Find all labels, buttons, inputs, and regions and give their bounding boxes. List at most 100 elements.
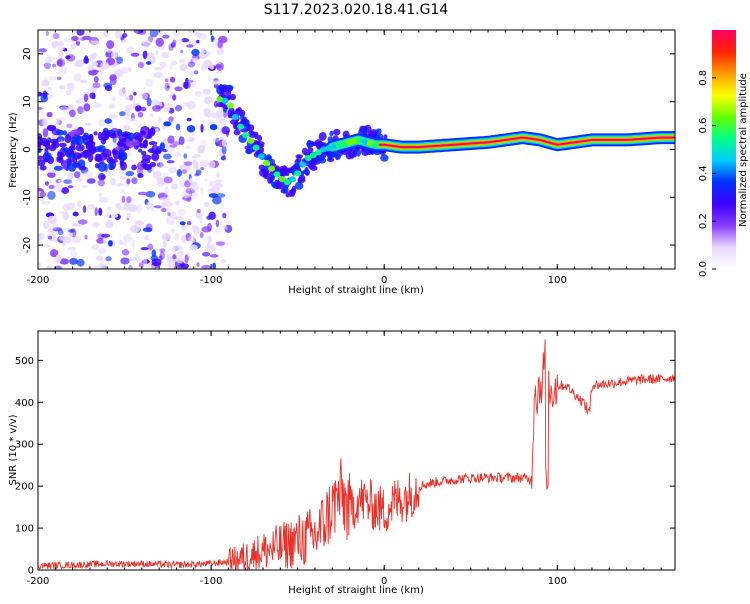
- spectrogram-noise-blob: [207, 188, 215, 193]
- spectrogram-ridge-halo: [290, 188, 296, 197]
- spectrogram-noise-blob: [63, 179, 72, 185]
- spectrogram-noise-blob: [181, 169, 188, 175]
- spectrogram-noise-blob: [171, 183, 179, 190]
- spectrogram-noise-blob: [125, 96, 130, 101]
- spectrogram-noise-blob: [38, 234, 43, 241]
- spectrogram-noise-blob: [59, 106, 69, 112]
- spectrogram-noise-blob: [180, 223, 186, 231]
- spectrogram-noise-blob: [136, 204, 142, 213]
- spectrogram-noise-blob: [105, 256, 112, 262]
- spectrogram-ridge-blob: [226, 102, 234, 109]
- spectrogram-noise-blob: [105, 213, 110, 218]
- spectrogram-noise-blob: [165, 216, 176, 225]
- spectrogram-noise-blob: [187, 30, 195, 34]
- spectrogram-noise-blob: [174, 216, 184, 221]
- spectrogram-noise-blob: [133, 91, 137, 96]
- spectrogram-ridge-blob: [268, 165, 276, 172]
- snr-x-tick-label: 0: [381, 576, 387, 587]
- spectrogram-noise-blob: [38, 155, 43, 160]
- spectrogram-noise-blob: [46, 111, 53, 118]
- spectrogram-noise-blob: [58, 41, 64, 46]
- spectrogram-noise-blob: [100, 67, 104, 75]
- spectrogram-noise-blob: [154, 66, 163, 71]
- spectrogram-noise-blob: [111, 95, 116, 102]
- spectrogram-noise-blob: [127, 204, 138, 213]
- spectrogram-noise-blob: [196, 39, 200, 44]
- spectrogram-noise-blob: [140, 247, 149, 251]
- spectrogram-noise-blob: [199, 160, 210, 168]
- spectrogram-noise-blob: [104, 130, 111, 139]
- spectrogram-noise-blob: [212, 196, 222, 205]
- spectrogram-noise-blob: [215, 241, 225, 246]
- spectrogram-noise-blob: [56, 129, 65, 136]
- spectrogram-noise-blob: [94, 207, 98, 217]
- spectrogram-noise-blob: [149, 30, 159, 38]
- spectrogram-noise-blob: [145, 78, 154, 88]
- spectrogram-noise-blob: [78, 166, 87, 171]
- spectrogram-noise-blob: [222, 138, 227, 148]
- spectrogram-noise-blob: [146, 97, 152, 107]
- spectrogram-noise-blob: [42, 118, 47, 126]
- spectrogram-noise-blob: [221, 145, 227, 155]
- spectrogram-noise-blob: [189, 244, 198, 251]
- spectrogram-noise-blob: [215, 64, 222, 69]
- spectrogram-noise-blob: [116, 56, 124, 64]
- spectrogram-noise-blob: [141, 40, 145, 47]
- spectrogram-noise-blob: [100, 174, 106, 180]
- spectrogram-noise-blob: [91, 69, 99, 74]
- spectrogram-noise-blob: [120, 257, 130, 265]
- spectrogram-noise-blob: [198, 33, 208, 40]
- spectrogram-noise-blob: [121, 195, 126, 203]
- spectrogram-noise-blob: [97, 131, 103, 141]
- spectrogram-noise-blob: [92, 265, 102, 269]
- spectrogram-noise-blob: [186, 70, 195, 77]
- spectrogram-ridge-halo: [233, 129, 241, 136]
- spectrogram-noise-blob: [159, 61, 167, 68]
- spectrogram-noise-blob: [209, 180, 218, 188]
- spectrogram-noise-blob: [47, 92, 54, 100]
- spectrogram-noise-blob: [179, 63, 188, 72]
- spectrogram-noise-blob: [67, 185, 74, 189]
- spectrogram-ridge-blob: [252, 144, 260, 151]
- spectrogram-noise-blob: [47, 87, 52, 91]
- spectrogram-noise-blob: [123, 124, 131, 131]
- spectrogram-noise-blob: [155, 37, 164, 47]
- spectrogram-noise-blob: [161, 233, 172, 241]
- spectrogram-noise-blob: [192, 159, 198, 165]
- spectrogram-noise-blob: [87, 66, 95, 71]
- spectrogram-noise-blob: [91, 62, 99, 67]
- colorbar-gradient: [712, 30, 736, 269]
- spectrogram-noise-blob: [178, 59, 186, 63]
- spectrogram-noise-blob: [45, 56, 53, 64]
- spectrogram-noise-blob: [206, 242, 211, 249]
- spectrogram-noise-blob: [200, 186, 204, 195]
- spectrogram-noise-blob: [55, 254, 62, 263]
- spectrogram-noise-blob: [207, 222, 212, 232]
- colorbar-tick-label: 0.8: [698, 70, 709, 86]
- spectrogram-noise-blob: [164, 78, 169, 83]
- spectrogram-noise-blob: [191, 185, 200, 191]
- spectrogram-noise-blob: [40, 94, 48, 103]
- spectrogram-noise-blob: [217, 40, 223, 49]
- spectrogram-ridge-halo: [326, 157, 335, 162]
- spectrogram-noise-blob: [206, 235, 212, 240]
- spectrogram-ridge-blob: [242, 132, 250, 139]
- spectrogram-noise-blob: [113, 69, 124, 78]
- spectrogram-noise-blob: [132, 227, 140, 233]
- spectrogram-noise-blob: [186, 125, 196, 133]
- spectrogram-noise-blob: [178, 136, 185, 146]
- spectrogram-noise-blob: [126, 46, 135, 54]
- spectrogram-noise-blob: [142, 257, 148, 267]
- spectrogram-noise-blob: [77, 219, 88, 225]
- spectrogram-ridge-halo: [310, 165, 318, 171]
- spectrogram-ridge-halo: [246, 124, 255, 132]
- spectrogram-noise-blob: [156, 162, 164, 168]
- snr-plot-area: [38, 331, 675, 570]
- spectrogram-noise-blob: [66, 123, 73, 129]
- spectrogram-noise-blob: [67, 246, 77, 251]
- spectrogram-noise-blob: [166, 102, 172, 108]
- spectrogram-noise-blob: [173, 265, 182, 269]
- spectrogram-noise-blob: [87, 204, 96, 210]
- spectrogram-noise-blob: [101, 148, 112, 158]
